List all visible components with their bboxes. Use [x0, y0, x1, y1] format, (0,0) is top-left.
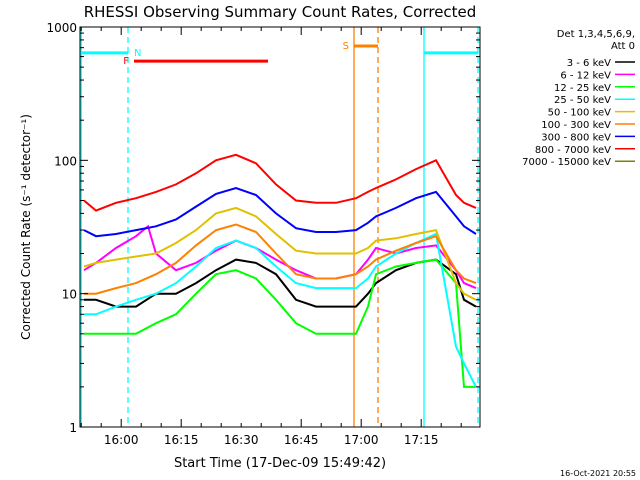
- x-axis: 16:00 16:15 16:30 16:45 17:00 17:15: [80, 27, 462, 447]
- flag-label: N: [134, 48, 141, 59]
- legend-header: Det 1,3,4,5,6,9,: [557, 29, 635, 40]
- flag-label: S: [343, 41, 349, 52]
- legend-label: 12 - 25 keV: [554, 83, 611, 94]
- x-tick-label: 16:45: [284, 433, 319, 447]
- series-line: [84, 258, 477, 308]
- plot-area: NF S: [80, 27, 479, 427]
- y-axis-label: Corrected Count Rate (s⁻¹ detector⁻¹): [19, 114, 33, 340]
- y-tick-label: 10: [62, 288, 77, 302]
- legend-label: 25 - 50 keV: [554, 95, 611, 106]
- legend-label: 6 - 12 keV: [560, 70, 611, 81]
- footer-timestamp: 16-Oct-2021 20:55: [560, 469, 636, 478]
- plot-frame: [79, 26, 481, 428]
- series-line: [84, 258, 476, 388]
- y-tick-label: 1000: [46, 21, 77, 35]
- legend-label: 300 - 800 keV: [541, 132, 611, 143]
- chart-title: RHESSI Observing Summary Count Rates, Co…: [84, 3, 477, 21]
- x-tick-label: 17:15: [404, 433, 439, 447]
- legend-label: 3 - 6 keV: [567, 58, 611, 69]
- series-line: [83, 153, 477, 212]
- legend-label: 7000 - 15000 keV: [522, 157, 611, 168]
- legend-header: Att 0: [611, 41, 635, 52]
- flag-label: F: [123, 56, 129, 67]
- series-line: [83, 186, 477, 238]
- y-tick-label: 1: [69, 421, 77, 435]
- legend-label: 100 - 300 keV: [541, 120, 611, 131]
- y-axis: 1 10 100 1000: [46, 21, 480, 435]
- y-tick-label: 100: [54, 154, 77, 168]
- x-tick-label: 16:00: [104, 433, 139, 447]
- legend-label: 50 - 100 keV: [548, 108, 612, 119]
- series-line: [83, 206, 477, 301]
- x-tick-label: 16:30: [224, 433, 259, 447]
- x-tick-label: 16:15: [164, 433, 199, 447]
- x-tick-label: 17:00: [344, 433, 379, 447]
- x-axis-label: Start Time (17-Dec-09 15:49:42): [174, 456, 386, 471]
- series-line: [84, 223, 477, 295]
- legend-label: 800 - 7000 keV: [535, 145, 611, 156]
